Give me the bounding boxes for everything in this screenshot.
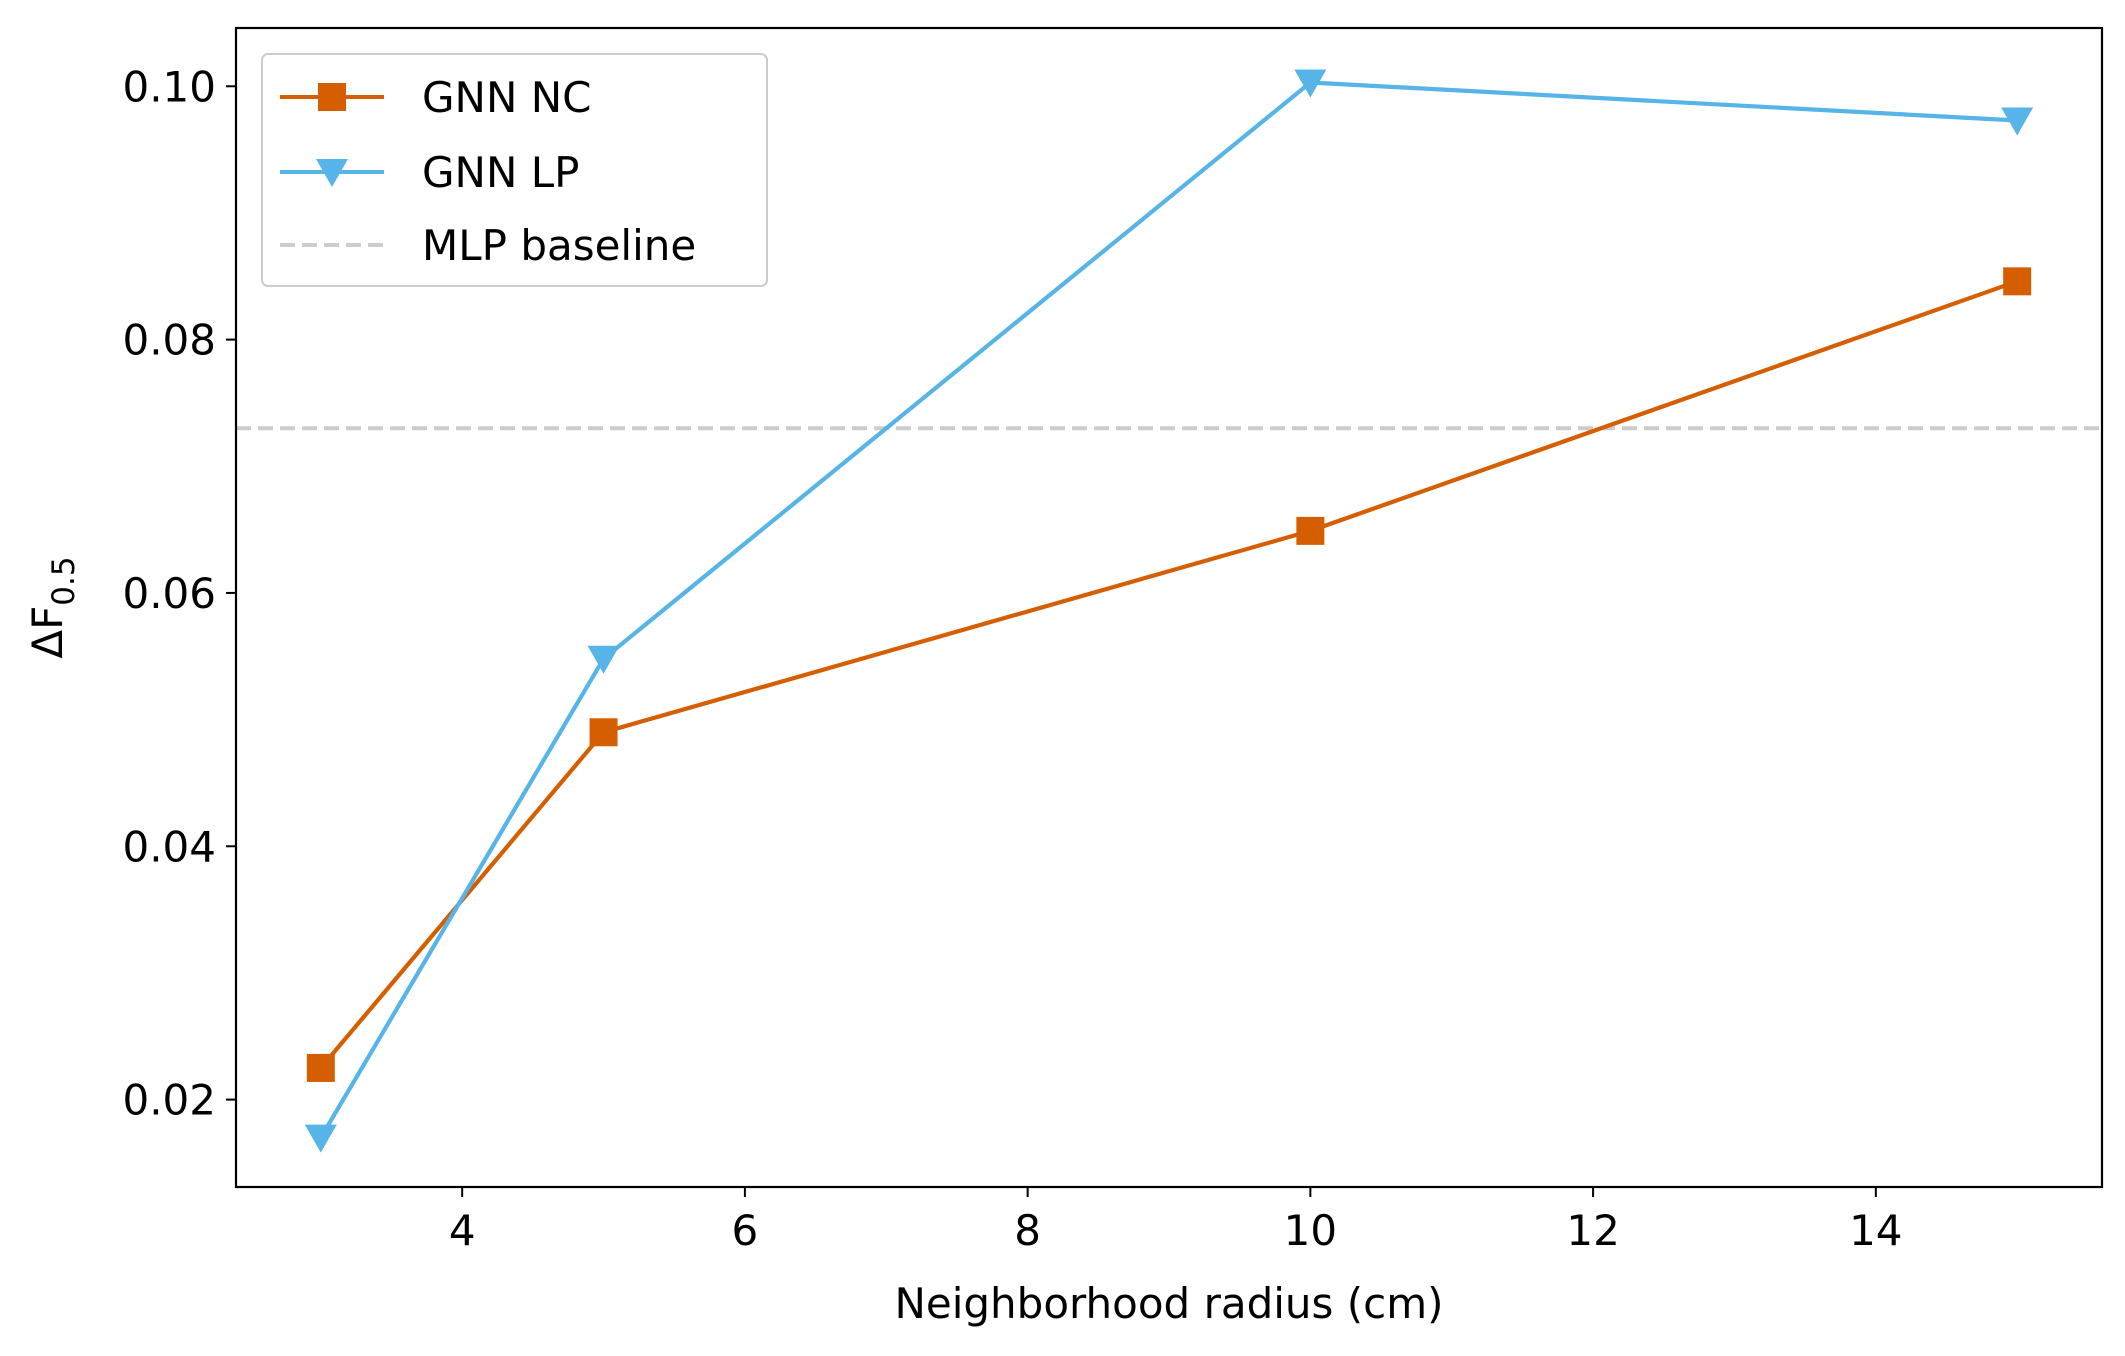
y-axis-label-main: ΔF: [23, 606, 72, 659]
series-line-gnn-lp: [318, 80, 2018, 1139]
y-axis-label-subscript: 0.5: [46, 556, 82, 605]
data-point-gnn-nc: [306, 1053, 335, 1082]
axes-frame: [234, 26, 2104, 1189]
data-point-gnn-lp: [2001, 107, 2034, 136]
axis-ticks: 4 6 8 10 12 14 0.02 0.04 0.06 0.08 0.10: [122, 62, 1902, 1255]
y-tick-label: 0.10: [122, 62, 216, 111]
data-point-gnn-lp: [587, 645, 620, 674]
plot-area: [236, 69, 2102, 1153]
legend-label-gnn-nc: GNN NC: [422, 73, 591, 122]
x-tick-label: 10: [1284, 1206, 1337, 1255]
x-tick-label: 8: [1014, 1206, 1041, 1255]
y-tick-label: 0.08: [122, 316, 216, 365]
x-tick-label: 12: [1566, 1206, 1619, 1255]
data-point-gnn-nc: [589, 718, 618, 747]
x-tick-label: 6: [732, 1206, 759, 1255]
data-point-gnn-nc: [1296, 516, 1325, 545]
legend-label-mlp-baseline: MLP baseline: [422, 221, 696, 270]
legend: GNN NC GNN LP MLP baseline: [261, 53, 768, 287]
x-tick-label: 4: [449, 1206, 476, 1255]
data-point-gnn-lp: [304, 1124, 337, 1153]
y-tick-label: 0.04: [122, 822, 216, 871]
legend-box: [261, 53, 768, 287]
x-tick-label: 14: [1849, 1206, 1902, 1255]
legend-marker-gnn-nc: [318, 83, 346, 111]
data-point-gnn-lp: [1294, 69, 1327, 98]
legend-label-gnn-lp: GNN LP: [422, 148, 579, 197]
legend-marker-gnn-lp: [316, 159, 348, 187]
data-point-gnn-nc: [2003, 267, 2032, 296]
y-tick-label: 0.06: [122, 569, 216, 618]
y-axis-label: ΔF0.5: [23, 556, 82, 658]
x-axis-label: Neighborhood radius (cm): [894, 1279, 1443, 1328]
y-tick-label: 0.02: [122, 1076, 216, 1125]
